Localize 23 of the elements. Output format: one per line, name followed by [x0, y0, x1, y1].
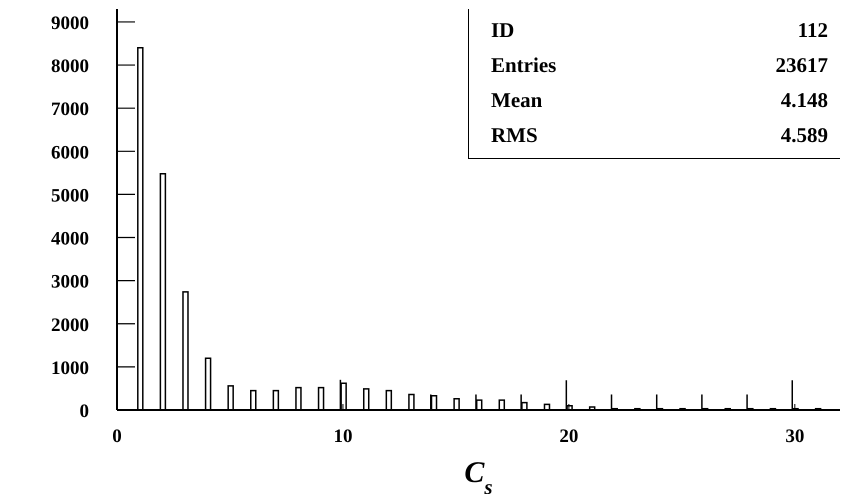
y-tick-label: 1000: [51, 358, 89, 379]
annotation: 4.589: [780, 123, 828, 148]
x-tick-label: 0: [112, 426, 122, 447]
y-tick-label: 8000: [51, 56, 89, 78]
y-tick-label: 4000: [51, 228, 89, 250]
y-tick-label: 7000: [51, 99, 89, 120]
annotation: RMS: [491, 123, 538, 148]
x-tick-label: 20: [559, 426, 578, 447]
annotation: 112: [798, 18, 828, 43]
y-tick-label: 6000: [51, 142, 89, 164]
y-tick-label: 0: [80, 401, 89, 422]
y-tick-label: 2000: [51, 314, 89, 336]
annotation: 4.148: [780, 88, 828, 113]
annotation: Mean: [491, 88, 542, 113]
annotation: Entries: [491, 53, 556, 78]
x-tick-label: 10: [333, 426, 352, 447]
y-tick-label: 5000: [51, 185, 89, 206]
annotation: 23617: [776, 53, 828, 78]
y-tick-label: 3000: [51, 272, 89, 293]
y-tick-label: 9000: [51, 12, 89, 34]
x-tick-label: 30: [785, 426, 804, 447]
annotation: ID: [491, 18, 514, 43]
x-axis-title: C$_{s}$: [464, 456, 493, 494]
